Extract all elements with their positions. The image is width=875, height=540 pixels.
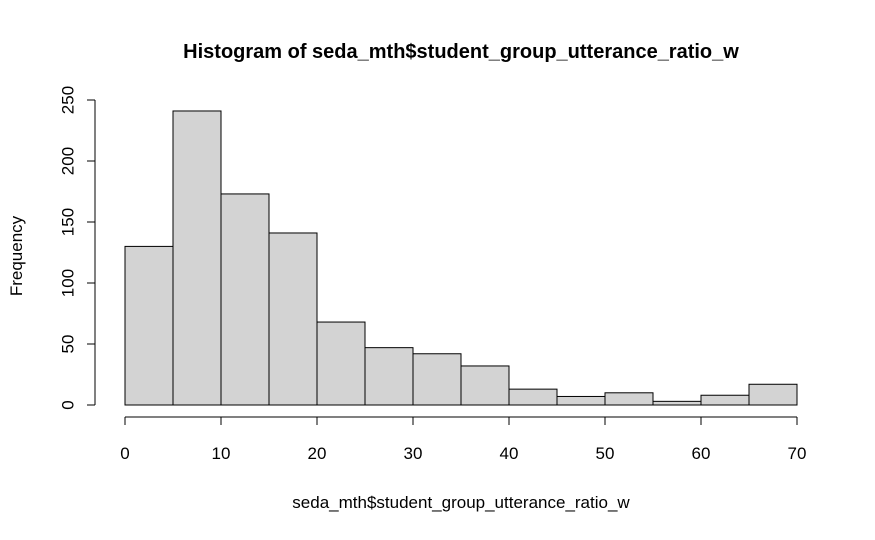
x-tick-label: 40 [500, 444, 519, 463]
y-tick-label: 200 [59, 147, 78, 175]
x-tick-label: 0 [120, 444, 129, 463]
y-tick-label: 100 [59, 269, 78, 297]
bars-group [124, 110, 798, 406]
x-tick-label: 50 [596, 444, 615, 463]
histogram-bar [220, 193, 270, 406]
histogram-bar [748, 383, 798, 406]
histogram-bar [412, 353, 462, 406]
histogram-bar [172, 110, 222, 406]
histogram-bar [556, 395, 606, 406]
histogram-bar [700, 394, 750, 406]
histogram-bar [508, 388, 558, 406]
histogram-bar [604, 392, 654, 406]
y-tick-label: 250 [59, 86, 78, 114]
histogram-bar [316, 321, 366, 406]
x-tick-label: 10 [212, 444, 231, 463]
x-tick-label: 30 [404, 444, 423, 463]
histogram-bar [652, 400, 702, 406]
x-axis-label: seda_mth$student_group_utterance_ratio_w [292, 493, 630, 512]
y-axis-label: Frequency [7, 215, 26, 296]
y-tick-label: 50 [59, 335, 78, 354]
y-tick-label: 0 [59, 400, 78, 409]
x-tick-label: 70 [788, 444, 807, 463]
histogram-bar [364, 347, 414, 406]
histogram-bar [460, 365, 510, 406]
y-axis: 0 50 100 150 200 250 [59, 86, 96, 410]
x-tick-label: 20 [308, 444, 327, 463]
histogram-bar [268, 232, 318, 406]
chart-title: Histogram of seda_mth$student_group_utte… [183, 41, 739, 63]
x-axis: 0 10 20 30 40 50 60 70 [120, 416, 807, 463]
x-tick-label: 60 [692, 444, 711, 463]
y-tick-label: 150 [59, 208, 78, 236]
histogram-bar [124, 245, 174, 406]
